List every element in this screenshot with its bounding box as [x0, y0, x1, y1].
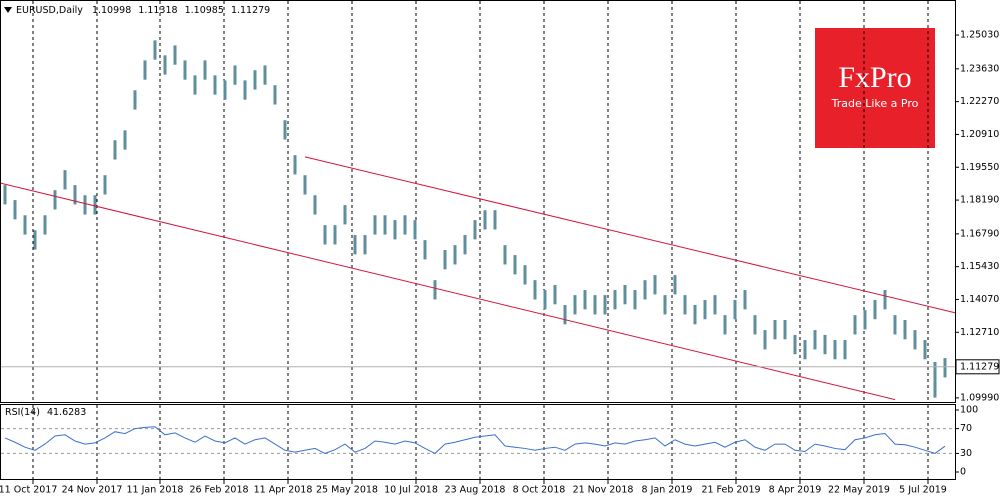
y-tick-label: 1.25030 — [960, 30, 999, 41]
x-tick-label: 8 Oct 2018 — [513, 485, 566, 496]
low: 1.10985 — [185, 5, 224, 16]
y-tick-label: 1.22270 — [960, 96, 999, 107]
y-tick-label: 100 — [960, 405, 978, 416]
main-frame — [0, 0, 956, 403]
x-tick-label: 22 May 2019 — [828, 485, 890, 496]
close: 1.11279 — [231, 5, 270, 16]
logo: FxPro Trade Like a Pro — [815, 28, 935, 148]
y-tick-label: 1.20910 — [960, 129, 999, 140]
x-tick-label: 11 Apr 2018 — [254, 485, 313, 496]
rsi-title: RSI(14) — [5, 407, 40, 418]
y-tick-label: 1.23630 — [960, 63, 999, 74]
x-tick-label: 25 May 2018 — [316, 485, 378, 496]
y-tick-label: 1.12710 — [960, 327, 999, 338]
symbol: EURUSD,Daily — [16, 5, 83, 16]
y-tick-label: 1.18190 — [960, 195, 999, 206]
x-tick-label: 26 Feb 2018 — [189, 485, 248, 496]
rsi-line — [4, 426, 946, 455]
high: 1.11318 — [138, 5, 177, 16]
header-marker — [4, 7, 12, 13]
x-tick-label: 21 Nov 2018 — [573, 485, 634, 496]
rsi-frame — [0, 404, 956, 480]
y-tick-label: 70 — [960, 423, 972, 434]
rsi-last: 41.6283 — [47, 407, 86, 418]
trendline — [0, 182, 896, 401]
logo-brand: FxPro — [838, 61, 911, 94]
y-tick-label: 1.19550 — [960, 162, 999, 173]
x-tick-label: 8 Apr 2019 — [769, 485, 822, 496]
x-tick-label: 23 Aug 2018 — [445, 485, 506, 496]
y-tick-label: 1.14070 — [960, 294, 999, 305]
x-tick-label: 5 Jul 2019 — [899, 485, 947, 496]
x-tick-label: 11 Jan 2018 — [127, 485, 184, 496]
y-tick-label: 1.16790 — [960, 228, 999, 239]
header: EURUSD,Daily 1.10998 1.11318 1.10985 1.1… — [16, 5, 270, 16]
x-tick-label: 11 Oct 2017 — [0, 485, 57, 496]
x-tick-label: 8 Jan 2019 — [642, 485, 693, 496]
x-tick-label: 10 Jul 2018 — [384, 485, 438, 496]
current-price-label: 1.11279 — [960, 361, 999, 372]
y-tick-label: 0 — [960, 467, 966, 478]
logo-box — [815, 28, 935, 148]
y-tick-label: 1.09990 — [960, 392, 999, 403]
trendline — [304, 156, 956, 314]
logo-tagline: Trade Like a Pro — [831, 97, 919, 110]
open: 1.10998 — [92, 5, 131, 16]
rsi-header: RSI(14) 41.6283 — [5, 407, 86, 418]
y-tick-label: 1.15430 — [960, 261, 999, 272]
x-tick-label: 21 Feb 2019 — [701, 485, 760, 496]
y-tick-label: 30 — [960, 448, 972, 459]
x-tick-label: 24 Nov 2017 — [62, 485, 123, 496]
